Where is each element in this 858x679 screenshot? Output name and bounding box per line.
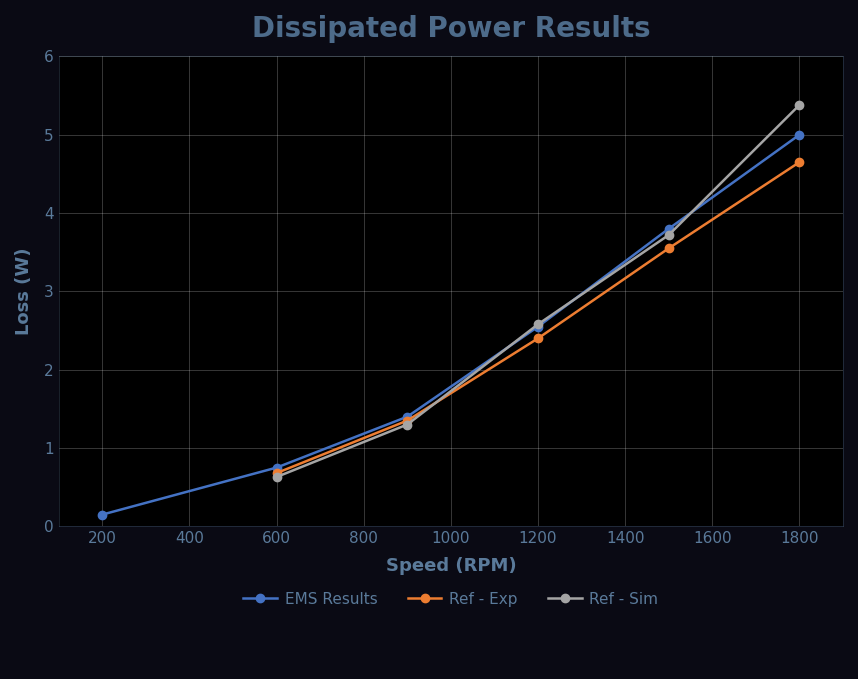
Line: EMS Results: EMS Results (98, 130, 804, 519)
Ref - Sim (402, 420, 413, 428)
EMS Results (402, 413, 413, 421)
EMS Results (97, 511, 107, 519)
Ref - Exp (533, 334, 543, 342)
Ref - Sim (271, 473, 281, 481)
EMS Results (533, 323, 543, 331)
Ref - Exp (402, 416, 413, 424)
EMS Results (271, 464, 281, 472)
Y-axis label: Loss (W): Loss (W) (15, 248, 33, 335)
EMS Results (663, 225, 674, 233)
Ref - Exp (663, 244, 674, 253)
Line: Ref - Sim: Ref - Sim (272, 101, 804, 481)
Legend: EMS Results, Ref - Exp, Ref - Sim: EMS Results, Ref - Exp, Ref - Sim (237, 585, 665, 612)
Ref - Exp (271, 469, 281, 477)
Ref - Sim (795, 101, 805, 109)
Ref - Exp (795, 158, 805, 166)
EMS Results (795, 130, 805, 139)
Title: Dissipated Power Results: Dissipated Power Results (251, 15, 650, 43)
X-axis label: Speed (RPM): Speed (RPM) (385, 557, 517, 575)
Ref - Sim (533, 320, 543, 329)
Ref - Sim (663, 231, 674, 239)
Line: Ref - Exp: Ref - Exp (272, 158, 804, 477)
